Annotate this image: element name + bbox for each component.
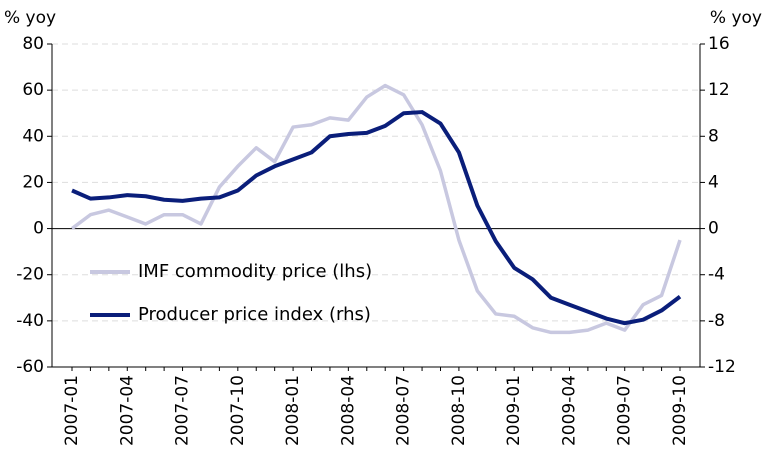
- x-tick-label: 2007-01: [62, 375, 82, 446]
- y-tick-label: -60: [16, 357, 44, 377]
- y-tick-label: 60: [22, 80, 44, 100]
- y-axis-label: % yoy: [4, 8, 56, 28]
- x-tick-label: 2009-01: [504, 375, 524, 446]
- y2-tick-label: -12: [708, 357, 736, 377]
- y2-tick-label: 8: [708, 126, 719, 146]
- y-tick-label: 20: [22, 172, 44, 192]
- x-tick-label: 2008-10: [449, 375, 469, 446]
- x-tick-label: 2008-04: [338, 375, 358, 446]
- x-tick-label: 2007-10: [228, 375, 248, 446]
- x-tick-label: 2008-01: [283, 375, 303, 446]
- y-tick-label: 80: [22, 34, 44, 54]
- series-line: [71, 110, 682, 326]
- y2-tick-label: -8: [708, 311, 725, 331]
- y-tick-label: -40: [16, 311, 44, 331]
- y2-axis-label: % yoy: [710, 8, 762, 28]
- x-tick-label: 2009-10: [670, 375, 690, 446]
- y2-tick-label: -4: [708, 265, 725, 285]
- y-tick-label: 40: [22, 126, 44, 146]
- x-tick-label: 2009-04: [559, 375, 579, 446]
- x-tick-label: 2007-07: [173, 375, 193, 446]
- y2-tick-label: 12: [708, 80, 730, 100]
- legend-label: IMF commodity price (lhs): [138, 261, 372, 282]
- legend-label: Producer price index (rhs): [138, 304, 371, 325]
- x-tick-label: 2009-07: [615, 375, 635, 446]
- y2-tick-label: 16: [708, 34, 730, 54]
- y-tick-label: 0: [33, 219, 44, 239]
- x-tick-label: 2008-07: [394, 375, 414, 446]
- x-tick-label: 2007-04: [117, 375, 137, 446]
- y2-tick-label: 4: [708, 172, 719, 192]
- series-line: [70, 83, 682, 335]
- y-tick-label: -20: [16, 265, 44, 285]
- y2-tick-label: 0: [708, 219, 719, 239]
